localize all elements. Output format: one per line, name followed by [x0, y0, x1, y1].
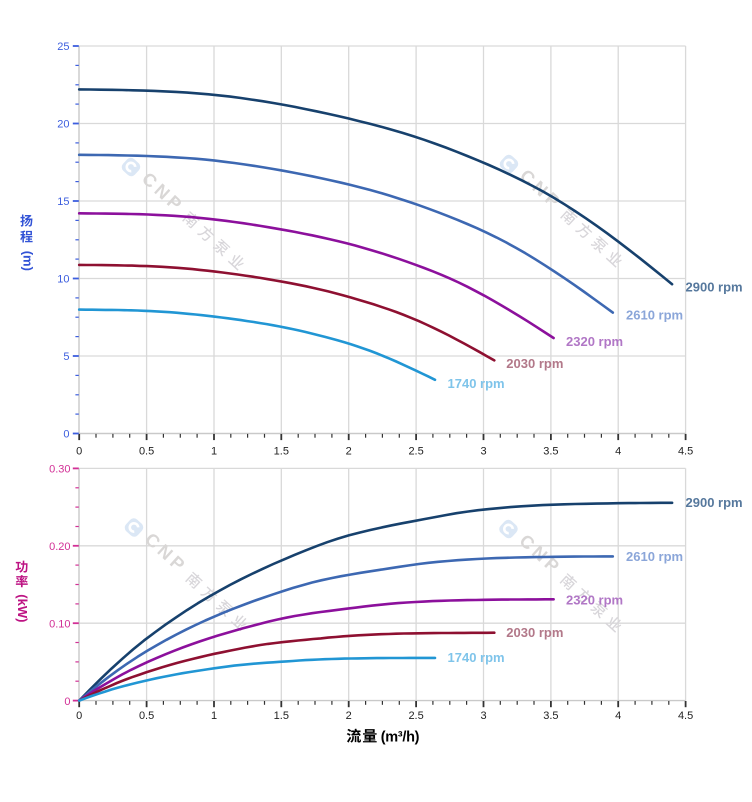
svg-text:2320 rpm: 2320 rpm [566, 593, 623, 608]
svg-text:2.5: 2.5 [408, 446, 423, 458]
svg-text:3.5: 3.5 [543, 446, 558, 458]
svg-text:1.5: 1.5 [274, 710, 289, 722]
svg-text:3: 3 [480, 446, 486, 458]
svg-text:(m): (m) [21, 251, 36, 271]
svg-text:(m³/h): (m³/h) [381, 730, 420, 746]
svg-text:0: 0 [64, 696, 70, 708]
svg-text:2320 rpm: 2320 rpm [566, 334, 623, 349]
svg-text:0.5: 0.5 [139, 446, 154, 458]
svg-text:3.5: 3.5 [543, 710, 558, 722]
svg-text:0: 0 [76, 446, 82, 458]
svg-text:2: 2 [346, 710, 352, 722]
svg-text:4.5: 4.5 [678, 710, 693, 722]
svg-text:0.10: 0.10 [49, 619, 70, 631]
svg-text:4: 4 [615, 710, 621, 722]
svg-text:2030 rpm: 2030 rpm [506, 625, 563, 640]
svg-text:2030 rpm: 2030 rpm [506, 356, 563, 371]
svg-text:0: 0 [63, 429, 69, 441]
svg-text:1740 rpm: 1740 rpm [448, 376, 505, 391]
svg-text:20: 20 [57, 119, 69, 131]
svg-text:1740 rpm: 1740 rpm [448, 650, 505, 665]
svg-text:2610 rpm: 2610 rpm [626, 549, 683, 564]
svg-text:1: 1 [211, 446, 217, 458]
svg-text:3: 3 [480, 710, 486, 722]
svg-text:15: 15 [57, 196, 69, 208]
svg-text:(kW): (kW) [15, 594, 30, 622]
svg-text:2900 rpm: 2900 rpm [686, 280, 743, 295]
svg-text:2610 rpm: 2610 rpm [626, 307, 683, 322]
svg-text:2900 rpm: 2900 rpm [686, 495, 743, 510]
svg-text:4.5: 4.5 [678, 446, 693, 458]
svg-text:1.5: 1.5 [274, 446, 289, 458]
svg-text:4: 4 [615, 446, 621, 458]
svg-text:10: 10 [57, 274, 69, 286]
svg-text:0.20: 0.20 [49, 541, 70, 553]
svg-text:5: 5 [63, 351, 69, 363]
svg-text:1: 1 [211, 710, 217, 722]
svg-text:2.5: 2.5 [408, 710, 423, 722]
svg-text:0: 0 [76, 710, 82, 722]
svg-text:0.30: 0.30 [49, 464, 70, 476]
svg-text:0.5: 0.5 [139, 710, 154, 722]
svg-text:2: 2 [346, 446, 352, 458]
svg-text:25: 25 [57, 41, 69, 53]
